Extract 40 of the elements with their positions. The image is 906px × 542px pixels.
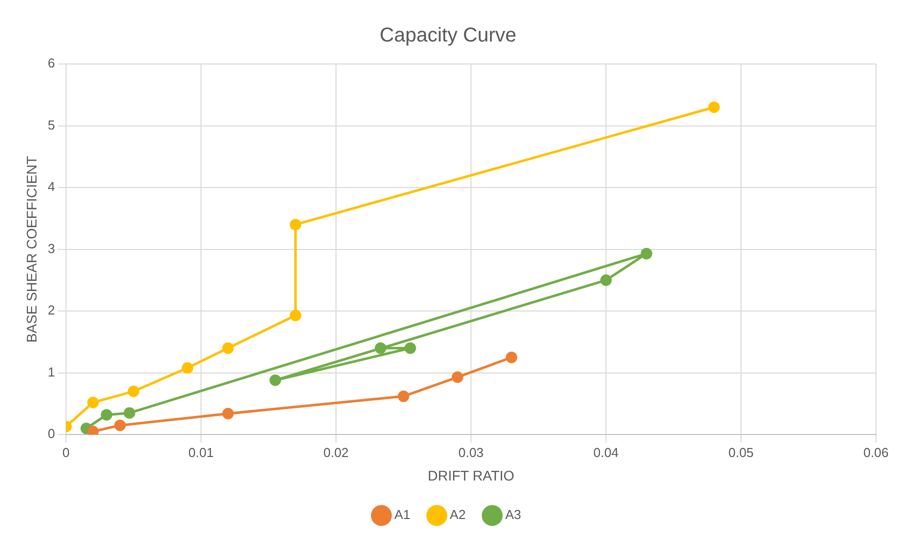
y-tick-label: 5	[48, 117, 56, 132]
x-axis-title: DRIFT RATIO	[428, 467, 514, 484]
y-tick-label: 6	[48, 56, 56, 71]
x-tick-label: 0.01	[188, 444, 214, 460]
point	[398, 390, 410, 402]
y-tick-label: 1	[48, 364, 56, 380]
point	[404, 342, 416, 354]
x-tick-label: 0.04	[593, 444, 619, 460]
y-axis-title: BASE SHEAR COEFFICIENT	[23, 156, 40, 343]
x-tick-label: 0.05	[728, 444, 754, 460]
point	[374, 342, 386, 354]
y-tick-label: 3	[48, 240, 56, 256]
x-tick-label: 0.02	[323, 444, 349, 460]
point	[100, 409, 112, 421]
point	[290, 218, 302, 230]
point	[128, 386, 140, 398]
y-tick-label: 4	[48, 179, 56, 194]
point	[708, 101, 720, 113]
point	[124, 407, 136, 419]
legend-label: A1	[394, 507, 410, 522]
point	[640, 248, 652, 260]
point	[222, 408, 234, 420]
x-tick-label: 0.06	[863, 444, 889, 460]
point	[452, 371, 464, 383]
point	[270, 374, 282, 386]
point	[600, 274, 612, 286]
point	[114, 420, 126, 432]
y-tick-label: 0	[48, 426, 56, 442]
chart-title: Capacity Curve	[380, 24, 516, 47]
point	[290, 310, 302, 322]
point	[222, 342, 234, 354]
point	[182, 362, 194, 374]
x-tick-label: 0.03	[458, 444, 484, 460]
point	[87, 396, 99, 408]
x-tick-label: 0	[62, 444, 70, 460]
point	[506, 352, 518, 364]
legend-label: A2	[450, 507, 466, 522]
legend-label: A3	[505, 507, 522, 522]
y-tick-label: 2	[48, 302, 56, 318]
point	[87, 426, 99, 435]
